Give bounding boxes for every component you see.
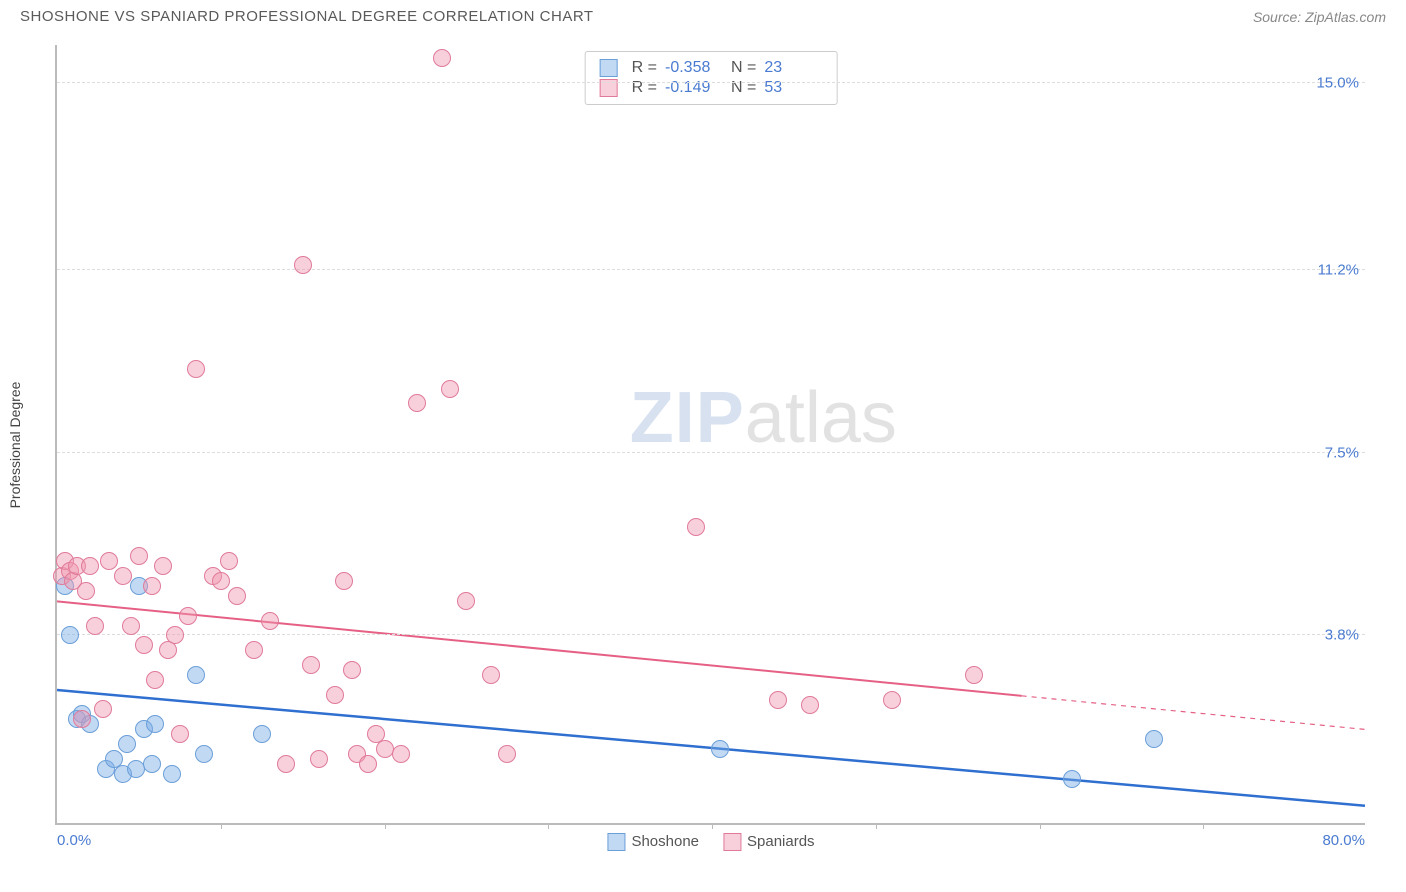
legend-swatch-icon [723,833,741,851]
watermark-zip: ZIP [630,378,745,458]
x-tick [548,823,549,829]
data-point [73,710,91,728]
correlation-legend: R = -0.358 N = 23 R = -0.149 N = 53 [585,51,838,105]
n-value-shoshone: 23 [764,59,822,77]
data-point [146,715,164,733]
data-point [81,557,99,575]
data-point [408,394,426,412]
legend-label: Spaniards [747,833,815,850]
data-point [130,547,148,565]
data-point [482,666,500,684]
data-point [769,691,787,709]
x-tick [221,823,222,829]
data-point [253,725,271,743]
data-point [228,587,246,605]
data-point [261,612,279,630]
data-point [376,740,394,758]
data-point [220,552,238,570]
data-point [343,661,361,679]
data-point [100,552,118,570]
data-point [687,518,705,536]
r-value-shoshone: -0.358 [665,59,723,77]
y-tick-label: 11.2% [1318,262,1359,279]
chart-title: SHOSHONE VS SPANIARD PROFESSIONAL DEGREE… [20,8,594,25]
data-point [94,700,112,718]
data-point [154,557,172,575]
data-point [143,755,161,773]
gridline [57,269,1365,270]
series-legend: Shoshone Spaniards [607,833,814,851]
watermark-atlas: atlas [745,378,897,458]
data-point [335,572,353,590]
data-point [392,745,410,763]
data-point [195,745,213,763]
x-axis-min-label: 0.0% [57,832,91,849]
legend-row-shoshone: R = -0.358 N = 23 [600,58,823,78]
legend-item-spaniards: Spaniards [723,833,815,851]
chart-container: Professional Degree ZIPatlas R = -0.358 … [20,40,1390,850]
x-axis-max-label: 80.0% [1322,832,1365,849]
legend-swatch-shoshone [600,59,618,77]
data-point [179,607,197,625]
data-point [127,760,145,778]
source-attribution: Source: ZipAtlas.com [1253,9,1386,25]
data-point [163,765,181,783]
gridline [57,452,1365,453]
data-point [86,617,104,635]
y-tick-label: 15.0% [1316,74,1359,91]
x-tick [1040,823,1041,829]
data-point [310,750,328,768]
data-point [359,755,377,773]
data-point [457,592,475,610]
data-point [1145,730,1163,748]
gridline [57,634,1365,635]
data-point [114,567,132,585]
data-point [212,572,230,590]
n-label: N = [731,59,756,77]
data-point [187,360,205,378]
plot-area: ZIPatlas R = -0.358 N = 23 R = -0.149 N … [55,45,1365,825]
x-tick [385,823,386,829]
data-point [498,745,516,763]
data-point [294,256,312,274]
data-point [135,636,153,654]
data-point [711,740,729,758]
y-axis-label: Professional Degree [7,382,23,509]
y-tick-label: 7.5% [1325,444,1359,461]
data-point [146,671,164,689]
data-point [77,582,95,600]
data-point [122,617,140,635]
data-point [1063,770,1081,788]
data-point [883,691,901,709]
data-point [143,577,161,595]
x-tick [876,823,877,829]
data-point [433,49,451,67]
data-point [801,696,819,714]
data-point [326,686,344,704]
x-tick [1203,823,1204,829]
gridline [57,82,1365,83]
r-label: R = [632,59,657,77]
data-point [965,666,983,684]
data-point [118,735,136,753]
data-point [245,641,263,659]
legend-label: Shoshone [631,833,699,850]
data-point [187,666,205,684]
data-point [277,755,295,773]
data-point [441,380,459,398]
data-point [166,626,184,644]
legend-item-shoshone: Shoshone [607,833,699,851]
data-point [302,656,320,674]
data-point [171,725,189,743]
data-point [61,626,79,644]
watermark: ZIPatlas [630,377,897,459]
y-tick-label: 3.8% [1325,627,1359,644]
legend-swatch-icon [607,833,625,851]
x-tick [712,823,713,829]
